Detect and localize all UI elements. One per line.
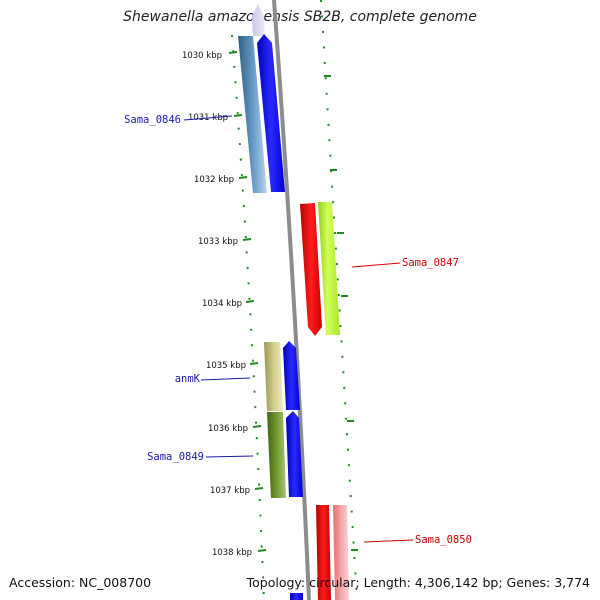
ruler-label: 1038 kbp (212, 548, 252, 558)
feature-bottom-partial[interactable] (290, 593, 303, 600)
feature-label-sama-0846[interactable]: Sama_0846 (124, 114, 181, 126)
feature-bar-khaki[interactable] (264, 342, 283, 411)
map-title: Shewanella amazonensis SB2B, complete ge… (123, 9, 477, 25)
leader-sama-0849 (205, 455, 254, 458)
leader-anmk (200, 377, 251, 381)
feature-bar-pink[interactable] (333, 505, 349, 600)
genome-summary-text: Topology: circular; Length: 4,306,142 bp… (246, 575, 590, 590)
ruler-labels: 1030 kbp 1031 kbp 1032 kbp 1033 kbp 1034… (182, 51, 252, 558)
ruler-tick (252, 425, 262, 428)
feature-arrow-pale[interactable] (252, 4, 265, 36)
feature-sama-0850[interactable] (316, 505, 349, 600)
ruler-tick (233, 114, 243, 117)
feature-arrow-red[interactable] (300, 203, 322, 336)
ruler-label: 1037 kbp (210, 486, 250, 496)
ruler-tick (238, 176, 248, 179)
ruler-tick (228, 51, 238, 54)
ruler-label: 1036 kbp (208, 424, 248, 434)
feature-arrow-blue[interactable] (257, 34, 285, 192)
leader-sama-0850 (363, 539, 414, 543)
outer-ticks-major (324, 75, 358, 551)
feature-labels: Sama_0846 Sama_0847 anmK Sama_0849 Sama_… (124, 114, 472, 546)
feature-label-sama-0849[interactable]: Sama_0849 (147, 451, 204, 463)
feature-label-anmk[interactable]: anmK (175, 373, 201, 385)
feature-arrow-red[interactable] (316, 505, 331, 600)
leader-sama-0847 (351, 262, 401, 268)
feature-bar-steelblue[interactable] (238, 36, 267, 193)
ruler-label: 1033 kbp (198, 237, 238, 247)
accession-text: Accession: NC_008700 (9, 575, 152, 590)
feature-top-partial[interactable] (252, 4, 265, 36)
feature-bar-lime[interactable] (318, 202, 340, 335)
feature-bar-olive[interactable] (267, 412, 286, 498)
ruler-label: 1030 kbp (182, 51, 222, 61)
ruler-tick (254, 487, 264, 490)
genome-backbone (272, 0, 311, 600)
ruler-tick (257, 549, 267, 552)
ruler-label: 1034 kbp (202, 299, 242, 309)
feature-arrow-blue[interactable] (283, 341, 300, 410)
ruler-tick (242, 238, 252, 241)
feature-sama-0846[interactable] (238, 34, 285, 193)
feature-arrow-blue[interactable] (290, 593, 303, 600)
feature-label-sama-0850[interactable]: Sama_0850 (415, 534, 472, 546)
ruler-label: 1035 kbp (206, 361, 246, 371)
leader-sama-0846 (183, 115, 233, 121)
feature-label-sama-0847[interactable]: Sama_0847 (402, 257, 459, 269)
ruler-tick (249, 362, 259, 365)
ruler-tick (245, 300, 255, 303)
feature-arrow-blue[interactable] (286, 411, 303, 497)
feature-anmk[interactable] (264, 341, 300, 411)
feature-sama-0849[interactable] (267, 411, 303, 498)
ruler-label: 1032 kbp (194, 175, 234, 185)
ruler-ticks (228, 51, 267, 552)
label-leaders (183, 115, 414, 543)
feature-sama-0847[interactable] (300, 202, 340, 336)
